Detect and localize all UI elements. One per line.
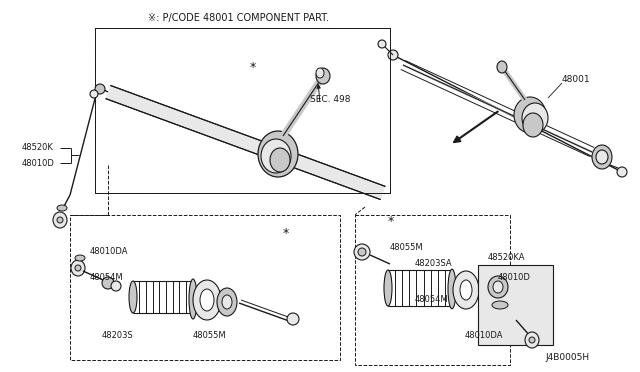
Ellipse shape — [57, 205, 67, 211]
Ellipse shape — [493, 281, 503, 293]
Ellipse shape — [189, 279, 197, 319]
Ellipse shape — [258, 131, 298, 177]
Text: 48203SA: 48203SA — [415, 259, 452, 267]
Ellipse shape — [111, 281, 121, 291]
Bar — [70, 215, 340, 360]
Ellipse shape — [529, 337, 535, 343]
Ellipse shape — [193, 280, 221, 320]
Ellipse shape — [316, 68, 324, 78]
Text: ※: P/CODE 48001 COMPONENT PART.: ※: P/CODE 48001 COMPONENT PART. — [148, 13, 329, 23]
Ellipse shape — [514, 97, 546, 133]
Ellipse shape — [488, 276, 508, 298]
Ellipse shape — [358, 248, 366, 256]
Text: *: * — [388, 215, 394, 228]
Text: J4B0005H: J4B0005H — [546, 353, 590, 362]
Bar — [355, 215, 510, 365]
Ellipse shape — [497, 61, 507, 73]
Ellipse shape — [378, 40, 386, 48]
Ellipse shape — [617, 167, 627, 177]
Text: 48520KA: 48520KA — [488, 253, 525, 263]
Text: 48010DA: 48010DA — [90, 247, 129, 257]
Text: 48055M: 48055M — [390, 244, 424, 253]
Text: 48054M: 48054M — [415, 295, 449, 305]
Text: *: * — [283, 227, 289, 240]
Text: SEC. 498: SEC. 498 — [310, 96, 351, 105]
Ellipse shape — [102, 277, 114, 289]
Ellipse shape — [460, 280, 472, 300]
Ellipse shape — [316, 68, 330, 84]
Bar — [95, 28, 390, 193]
Text: 48001: 48001 — [562, 76, 591, 84]
Ellipse shape — [287, 313, 299, 325]
Polygon shape — [106, 86, 385, 199]
Ellipse shape — [95, 84, 105, 94]
Bar — [478, 265, 553, 345]
Ellipse shape — [453, 271, 479, 309]
Text: 48010D: 48010D — [498, 273, 531, 282]
Ellipse shape — [492, 301, 508, 309]
Ellipse shape — [53, 212, 67, 228]
Bar — [95, 28, 390, 193]
Ellipse shape — [448, 269, 456, 309]
Ellipse shape — [261, 139, 291, 173]
Ellipse shape — [596, 150, 608, 164]
Ellipse shape — [200, 289, 214, 311]
Ellipse shape — [523, 113, 543, 137]
Ellipse shape — [217, 288, 237, 316]
Text: 48520K: 48520K — [22, 144, 54, 153]
Ellipse shape — [525, 332, 539, 348]
Ellipse shape — [222, 295, 232, 309]
Ellipse shape — [592, 145, 612, 169]
Ellipse shape — [384, 270, 392, 306]
Ellipse shape — [75, 255, 85, 261]
Ellipse shape — [90, 90, 98, 98]
Ellipse shape — [129, 281, 137, 313]
Text: 48010D: 48010D — [22, 158, 55, 167]
Ellipse shape — [388, 50, 398, 60]
Text: *: * — [250, 61, 256, 74]
Text: 48054M: 48054M — [90, 273, 124, 282]
Ellipse shape — [354, 244, 370, 260]
Text: 48010DA: 48010DA — [465, 330, 504, 340]
Ellipse shape — [71, 260, 85, 276]
Ellipse shape — [522, 103, 548, 133]
Ellipse shape — [75, 265, 81, 271]
Ellipse shape — [270, 148, 290, 172]
Ellipse shape — [57, 217, 63, 223]
Text: 48203S: 48203S — [102, 330, 134, 340]
Text: 48055M: 48055M — [193, 330, 227, 340]
